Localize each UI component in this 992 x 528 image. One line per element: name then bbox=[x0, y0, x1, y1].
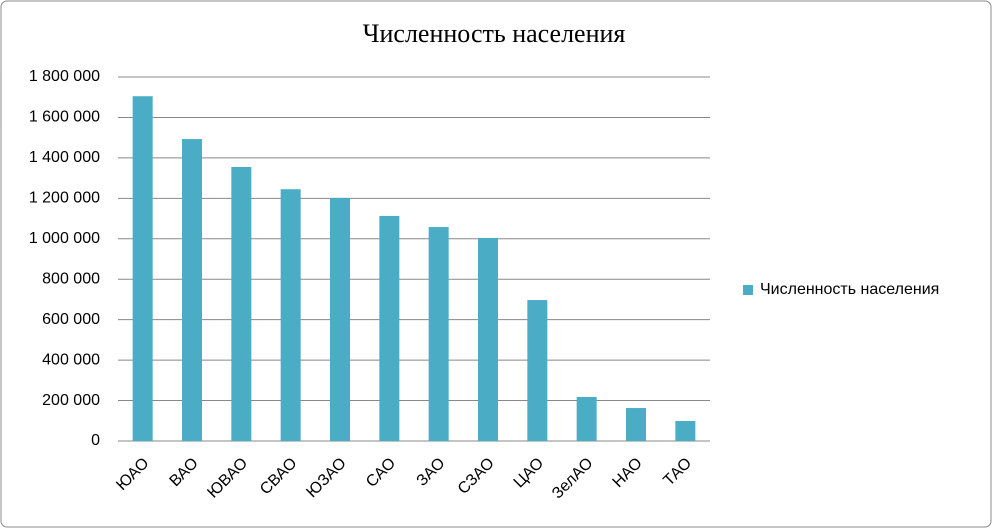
y-tick-label: 600 000 bbox=[42, 311, 100, 328]
legend-label: Численность населения bbox=[760, 281, 939, 298]
bar bbox=[626, 408, 646, 441]
y-tick-label: 800 000 bbox=[42, 270, 100, 287]
y-tick-label: 1 200 000 bbox=[29, 190, 100, 207]
chart-title: Численность населения bbox=[363, 19, 626, 48]
y-tick-label: 200 000 bbox=[42, 392, 100, 409]
bar bbox=[675, 420, 696, 441]
y-tick-label: 0 bbox=[91, 432, 100, 449]
bar bbox=[478, 237, 498, 441]
bar bbox=[576, 396, 597, 441]
bar bbox=[231, 166, 252, 441]
legend-swatch bbox=[743, 285, 753, 295]
bar bbox=[132, 96, 153, 441]
y-tick-label: 1 600 000 bbox=[29, 109, 100, 126]
y-tick-label: 1 400 000 bbox=[29, 149, 100, 166]
y-tick-label: 400 000 bbox=[42, 351, 100, 368]
bar bbox=[428, 227, 449, 441]
bar bbox=[182, 139, 202, 442]
y-tick-label: 1 800 000 bbox=[29, 68, 100, 85]
y-tick-label: 1 000 000 bbox=[29, 230, 100, 247]
bar bbox=[527, 300, 548, 441]
bar bbox=[280, 189, 301, 441]
bar bbox=[379, 215, 400, 441]
bar bbox=[330, 197, 350, 441]
